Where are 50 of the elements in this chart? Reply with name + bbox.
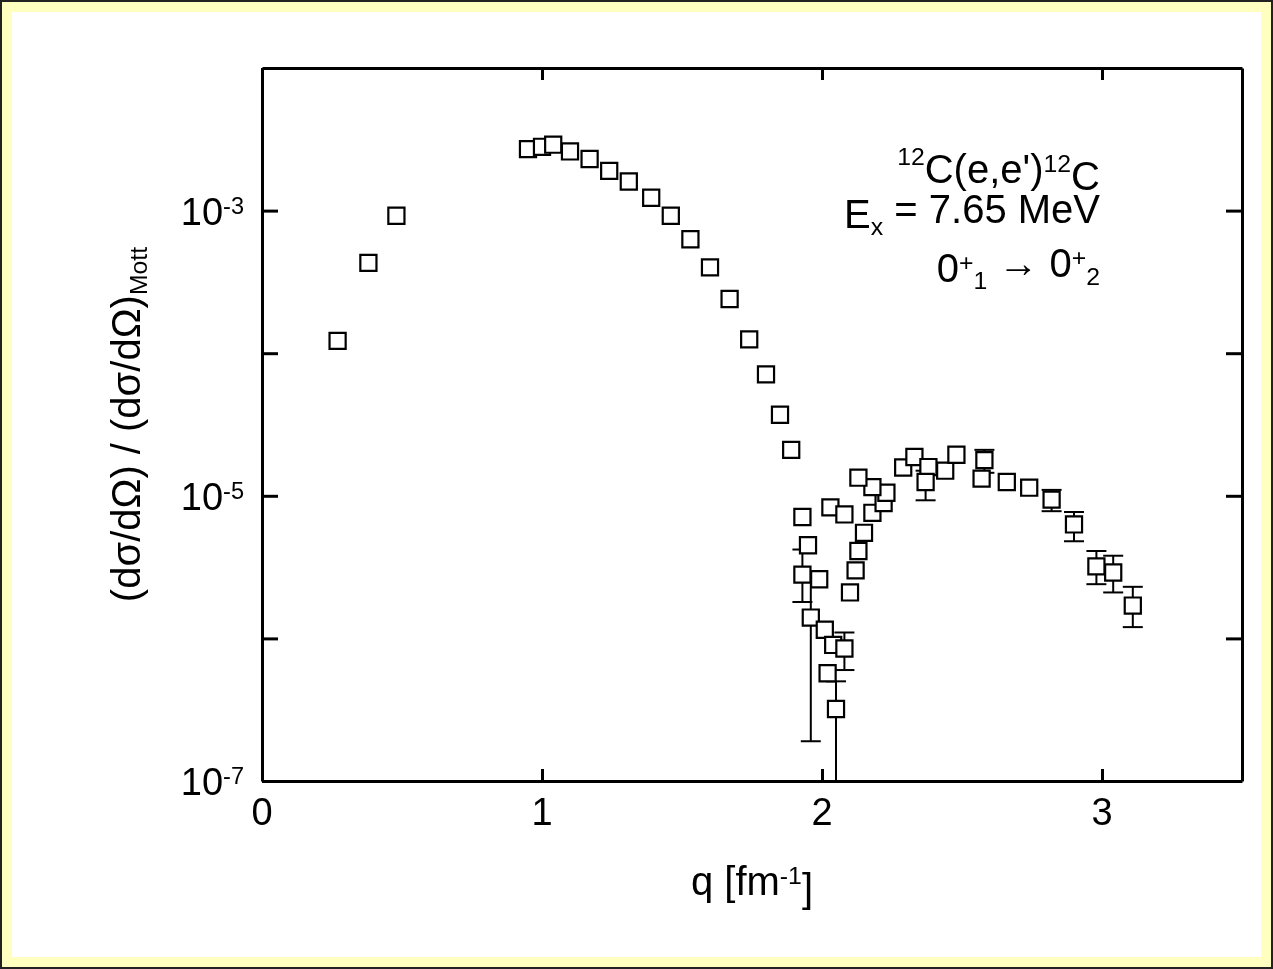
point <box>681 230 700 249</box>
x-tick-label: 0 <box>251 791 273 833</box>
point <box>619 172 638 191</box>
point <box>600 161 619 181</box>
point <box>835 639 854 658</box>
point <box>916 472 935 492</box>
y-tick-label: 10$^{-5}$ <box>180 475 244 518</box>
point <box>642 188 661 207</box>
point <box>835 505 854 524</box>
point <box>905 447 924 467</box>
point <box>720 289 739 309</box>
point <box>1087 557 1106 576</box>
x-axis-title: q [fm$^{-1}$] <box>690 859 814 910</box>
point <box>770 405 790 424</box>
y-tick-label: 10$^{-7}$ <box>180 761 244 803</box>
point <box>1064 515 1084 534</box>
x-tick-label: 1 <box>531 791 553 833</box>
point <box>544 135 563 154</box>
point <box>849 541 868 561</box>
point <box>328 331 347 351</box>
point <box>972 469 991 488</box>
point <box>849 468 868 487</box>
point <box>1104 563 1123 582</box>
point <box>359 253 378 273</box>
point <box>854 523 874 542</box>
point <box>846 561 865 580</box>
point <box>947 445 966 464</box>
point <box>793 565 812 584</box>
point <box>700 258 720 277</box>
point <box>1123 596 1142 615</box>
point <box>782 440 801 460</box>
point <box>793 507 812 527</box>
point <box>798 536 818 555</box>
point <box>997 472 1016 492</box>
point <box>387 206 406 225</box>
point <box>661 206 680 225</box>
x-tick-label: 3 <box>1091 791 1113 833</box>
point <box>936 461 955 480</box>
point <box>1020 478 1039 497</box>
point <box>826 699 846 719</box>
point <box>756 365 776 384</box>
y-tick-label: 10$^{-3}$ <box>180 190 244 233</box>
point <box>740 330 759 349</box>
point <box>818 664 837 683</box>
point <box>840 583 860 602</box>
x-tick-label: 2 <box>811 791 833 833</box>
point <box>580 149 599 169</box>
point <box>801 608 820 627</box>
point <box>810 570 829 589</box>
point <box>560 142 580 161</box>
